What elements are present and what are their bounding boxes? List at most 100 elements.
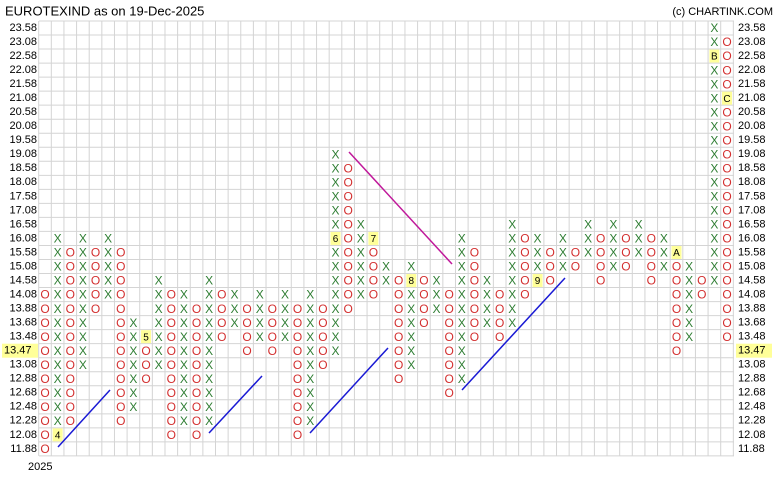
x-box: X (155, 274, 163, 288)
y-tick-label: 14.58 (738, 274, 766, 286)
o-box: O (116, 414, 125, 428)
o-box: O (192, 302, 201, 316)
x-box: X (433, 274, 441, 288)
o-box: O (571, 246, 580, 260)
o-box: O (444, 288, 453, 302)
o-box: O (596, 260, 605, 274)
y-tick-label: 23.08 (9, 36, 37, 48)
o-box: O (116, 288, 125, 302)
x-box: X (458, 232, 466, 246)
o-box: O (470, 288, 479, 302)
x-box: X (685, 330, 693, 344)
y-tick-label: 22.58 (9, 50, 37, 62)
x-box: X (685, 302, 693, 316)
o-box: O (596, 232, 605, 246)
x-box: X (710, 260, 718, 274)
y-tick-label: 23.08 (738, 36, 766, 48)
o-box: O (672, 260, 681, 274)
x-box: X (104, 246, 112, 260)
column: XXX (635, 218, 643, 260)
column: XXX (660, 232, 668, 274)
y-tick-label: 20.58 (738, 106, 766, 118)
y-tick-label: 13.68 (9, 317, 37, 329)
o-box: O (116, 260, 125, 274)
x-box: X (79, 358, 87, 372)
x-box: X (584, 232, 592, 246)
o-box: O (293, 302, 302, 316)
o-box: O (722, 49, 731, 63)
o-box: O (621, 246, 630, 260)
x-box: X (306, 330, 314, 344)
column: XXX 9 (532, 232, 543, 288)
o-box: O (495, 330, 504, 344)
x-box: X (79, 316, 87, 330)
y-tick-label: 23.58 (738, 22, 766, 34)
x-box: X (54, 372, 62, 386)
y-tick-label: 15.08 (9, 260, 37, 272)
o-box: O (91, 246, 100, 260)
x-box: X (54, 302, 62, 316)
o-box: O (242, 316, 251, 330)
o-box: O (722, 204, 731, 218)
x-box: X (331, 274, 339, 288)
o-box: O (647, 274, 656, 288)
x-box: X (458, 358, 466, 372)
x-box: X (458, 274, 466, 288)
credit: (c) CHARTINK.COM (672, 6, 773, 18)
x-box: X (331, 147, 339, 161)
support-line (461, 277, 566, 391)
month-marker-box (406, 274, 417, 288)
o-box: O (66, 330, 75, 344)
x-box: X (508, 246, 516, 260)
o-box: O (722, 218, 731, 232)
x-box: X (407, 358, 415, 372)
o-box: O (293, 428, 302, 442)
o-box: O (722, 302, 731, 316)
y-tick-label: 18.08 (9, 176, 37, 188)
x-box: X (180, 372, 188, 386)
o-box: O (672, 274, 681, 288)
o-box: O (722, 161, 731, 175)
grid (38, 20, 734, 457)
x-box: X (710, 21, 718, 35)
o-box: O (596, 274, 605, 288)
x-box: X (79, 232, 87, 246)
o-box: O (444, 344, 453, 358)
o-box: O (116, 358, 125, 372)
o-box: O (167, 372, 176, 386)
o-box: O (343, 260, 352, 274)
y-tick-label: 12.08 (9, 429, 37, 441)
x-box: X (635, 232, 643, 246)
x-box: X (180, 414, 188, 428)
o-box: O (722, 176, 731, 190)
o-box: O (217, 316, 226, 330)
x-box: X (54, 274, 62, 288)
y-tick-label: 20.08 (9, 120, 37, 132)
y-tick-label: 19.08 (738, 148, 766, 160)
x-box: X (660, 260, 668, 274)
o-box: O (167, 288, 176, 302)
columns: OOOOOOOOOOOOXXXXXXXXXXXXXX4OOOOOOOOOOOOO… (40, 21, 733, 456)
x-box: X (54, 246, 62, 260)
x-box: X (205, 302, 213, 316)
month-marker-box (141, 330, 152, 344)
month-marker-box (532, 274, 543, 288)
x-box: X (609, 218, 617, 232)
o-box: O (672, 344, 681, 358)
o-box: O (40, 330, 49, 344)
x-box: X (710, 105, 718, 119)
x-box: X (685, 260, 693, 274)
x-box: X (331, 246, 339, 260)
x-box: X (331, 161, 339, 175)
o-box: O (444, 358, 453, 372)
y-tick-label: 12.48 (738, 401, 766, 413)
x-box: X (635, 246, 643, 260)
column: OO (697, 274, 706, 302)
